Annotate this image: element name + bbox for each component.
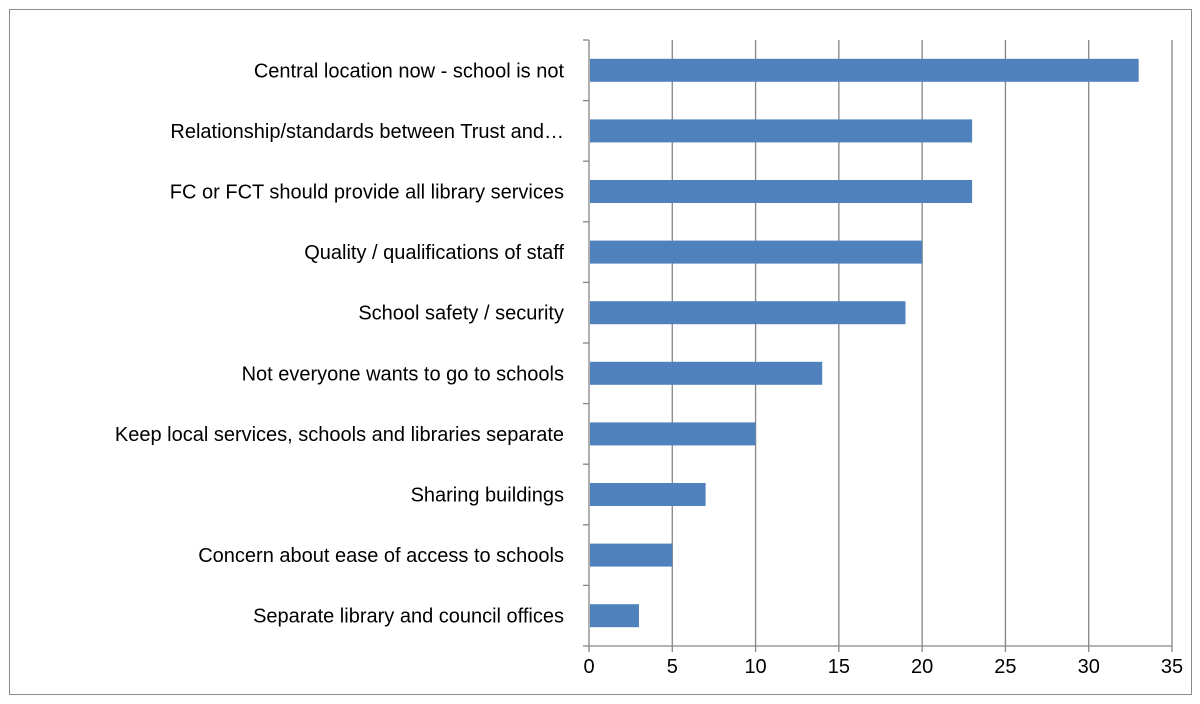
category-label: Keep local services, schools and librari… [115, 424, 564, 446]
category-label: Quality / qualifications of staff [304, 242, 564, 264]
category-label: Relationship/standards between Trust and… [170, 121, 564, 143]
x-tick-labels: 0 5 10 15 20 25 30 35 [583, 656, 1183, 678]
bars [590, 58, 1139, 628]
bar [590, 604, 639, 628]
bar [590, 58, 1139, 82]
bar [590, 543, 673, 567]
x-tick-label: 10 [744, 656, 766, 678]
category-label: Concern about ease of access to schools [198, 545, 564, 567]
x-tick-label: 30 [1078, 656, 1100, 678]
bar [590, 240, 923, 264]
x-tick-label: 0 [583, 656, 594, 678]
bar [590, 180, 973, 203]
axes [583, 39, 1173, 652]
category-label: Separate library and council offices [253, 606, 564, 628]
category-labels: Central location now - school is not Rela… [115, 60, 565, 627]
bar [590, 119, 973, 143]
x-tick-label: 5 [667, 656, 678, 678]
category-label: School safety / security [358, 303, 564, 325]
x-tick-label: 35 [1161, 656, 1183, 678]
x-tick-label: 15 [828, 656, 850, 678]
category-label: Sharing buildings [411, 485, 564, 507]
category-label: Not everyone wants to go to schools [242, 363, 564, 385]
category-label: Central location now - school is not [254, 60, 565, 82]
x-tick-label: 25 [994, 656, 1016, 678]
bar [590, 483, 706, 506]
category-label: FC or FCT should provide all library ser… [170, 182, 564, 204]
x-tick-label: 20 [911, 656, 933, 678]
bar [590, 301, 906, 325]
bar [590, 422, 756, 446]
bar [590, 361, 823, 385]
